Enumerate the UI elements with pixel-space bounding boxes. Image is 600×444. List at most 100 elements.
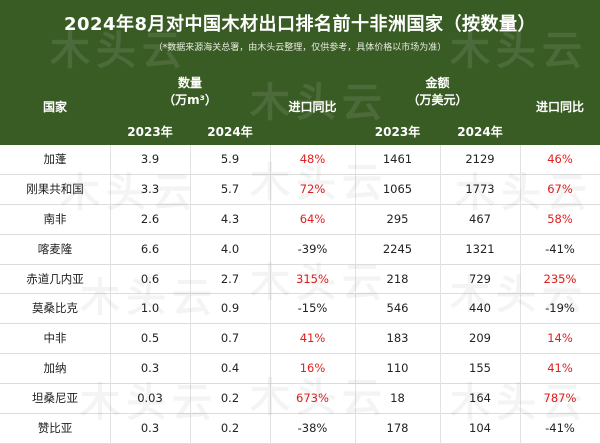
table-row: 中非 0.5 0.7 41% 183 209 14% xyxy=(0,324,600,355)
header-country: 国家 xyxy=(42,100,67,114)
cell-quantity-2024: 0.7 xyxy=(220,331,240,346)
cell-quantity-2023: 0.3 xyxy=(140,361,160,376)
cell-quantity-2023: 3.9 xyxy=(140,152,160,166)
cell-amount-2024: 209 xyxy=(469,331,491,346)
cell-amount-2024: 155 xyxy=(469,361,491,376)
cell-yoy-amount: 67% xyxy=(547,181,573,196)
cell-yoy-quantity: 48% xyxy=(299,152,326,166)
cell-amount-2023: 1065 xyxy=(382,181,413,196)
table-row: 赤道几内亚 0.6 2.7 315% 218 729 235% xyxy=(0,265,600,295)
header-yoy-quantity: 进口同比 xyxy=(288,100,337,114)
cell-quantity-2024: 0.2 xyxy=(220,421,240,436)
cell-amount-2023: 18 xyxy=(390,391,405,406)
cell-country: 赞比亚 xyxy=(37,421,73,436)
cell-amount-2024: 2129 xyxy=(465,152,495,166)
cell-yoy-quantity: 315% xyxy=(296,271,329,286)
header-amount: 金额 xyxy=(425,76,450,90)
page-title: 2024年8月对中国木材出口排名前十非洲国家（按数量） xyxy=(63,14,537,35)
table-row: 赞比亚 0.3 0.2 -38% 178 104 -41% xyxy=(0,414,600,444)
cell-yoy-quantity: -15% xyxy=(297,301,328,316)
cell-amount-2023: 178 xyxy=(386,421,409,436)
header-amount-2024: 2024年 xyxy=(457,125,503,139)
cell-yoy-quantity: 41% xyxy=(299,331,326,346)
header-quantity-2023: 2023年 xyxy=(127,125,173,139)
cell-country: 加蓬 xyxy=(43,152,67,166)
cell-quantity-2024: 0.2 xyxy=(220,391,240,406)
header-amount-2023: 2023年 xyxy=(374,125,421,139)
cell-amount-2023: 183 xyxy=(386,331,409,346)
cell-quantity-2023: 0.03 xyxy=(137,391,163,406)
cell-country: 坦桑尼亚 xyxy=(32,391,78,406)
cell-country: 莫桑比克 xyxy=(32,301,78,316)
cell-yoy-amount: -19% xyxy=(545,301,575,316)
cell-amount-2023: 1461 xyxy=(382,152,413,166)
cell-yoy-quantity: -38% xyxy=(297,421,328,436)
cell-amount-2024: 729 xyxy=(469,271,491,286)
cell-yoy-amount: 14% xyxy=(547,331,573,346)
table-row: 喀麦隆 6.6 4.0 -39% 2245 1321 -41% xyxy=(0,235,600,265)
cell-yoy-amount: 235% xyxy=(543,271,577,286)
header-yoy-amount: 进口同比 xyxy=(535,100,584,114)
cell-yoy-amount: 41% xyxy=(547,361,573,376)
table-row: 刚果共和国 3.3 5.7 72% 1065 1773 67% xyxy=(0,175,600,205)
cell-country: 中非 xyxy=(43,331,67,346)
cell-yoy-quantity: 16% xyxy=(299,361,326,376)
cell-quantity-2024: 4.3 xyxy=(220,211,240,226)
cell-yoy-quantity: 72% xyxy=(299,181,326,196)
cell-country: 刚果共和国 xyxy=(26,181,84,196)
cell-country: 喀麦隆 xyxy=(37,241,73,256)
cell-yoy-quantity: 64% xyxy=(299,211,326,226)
cell-yoy-amount: -41% xyxy=(545,241,575,256)
cell-amount-2023: 110 xyxy=(386,361,409,376)
cell-yoy-amount: -41% xyxy=(545,421,575,436)
cell-quantity-2023: 3.3 xyxy=(140,181,160,196)
cell-amount-2023: 2245 xyxy=(382,241,413,256)
header-quantity-unit: （万m³） xyxy=(163,93,217,107)
column-divider xyxy=(520,145,521,444)
cell-amount-2024: 467 xyxy=(469,211,491,226)
cell-amount-2023: 546 xyxy=(386,301,409,316)
cell-quantity-2024: 2.7 xyxy=(220,271,240,286)
cell-amount-2023: 295 xyxy=(386,211,409,226)
cell-amount-2024: 1321 xyxy=(465,241,495,256)
table-row: 加蓬 3.9 5.9 48% 1461 2129 46% xyxy=(0,145,600,175)
cell-yoy-quantity: 673% xyxy=(296,391,329,406)
data-source-note: （*数据来源海关总署，由木头云整理，仅供参考，具体价格以市场为准） xyxy=(153,43,447,53)
table-row: 加纳 0.3 0.4 16% 110 155 41% xyxy=(0,354,600,385)
cell-quantity-2023: 0.5 xyxy=(140,331,160,346)
data-table-body: 加蓬 3.9 5.9 48% 1461 2129 46% 刚果共和国 3.3 5.7 72% 1065… xyxy=(0,145,600,444)
cell-amount-2024: 164 xyxy=(469,391,491,406)
cell-quantity-2023: 0.6 xyxy=(140,271,160,286)
cell-quantity-2024: 4.0 xyxy=(220,241,240,256)
cell-yoy-amount: 58% xyxy=(547,211,573,226)
header-amount-unit: （万美元） xyxy=(407,93,468,107)
header-quantity-2024: 2024年 xyxy=(207,125,253,139)
table-row: 南非 2.6 4.3 64% 295 467 58% xyxy=(0,205,600,235)
cell-quantity-2024: 0.9 xyxy=(220,301,240,316)
cell-amount-2024: 104 xyxy=(469,421,491,436)
column-divider xyxy=(110,145,111,444)
header-quantity: 数量 xyxy=(177,76,202,90)
cell-quantity-2024: 5.9 xyxy=(220,152,240,166)
cell-quantity-2023: 2.6 xyxy=(140,211,160,226)
cell-quantity-2024: 5.7 xyxy=(220,181,240,196)
column-divider xyxy=(190,145,191,444)
table-row: 坦桑尼亚 0.03 0.2 673% 18 164 787% xyxy=(0,384,600,415)
column-divider xyxy=(440,145,441,444)
cell-amount-2024: 1773 xyxy=(465,181,495,196)
table-row: 莫桑比克 1.0 0.9 -15% 546 440 -19% xyxy=(0,294,600,325)
cell-quantity-2024: 0.4 xyxy=(220,361,240,376)
cell-quantity-2023: 0.3 xyxy=(140,421,160,436)
table-header: 木头云 木头云 木头云 2024年8月对中国木材出口排名前十非洲国家（按数量） … xyxy=(0,0,600,145)
cell-country: 南非 xyxy=(43,211,67,226)
cell-amount-2024: 440 xyxy=(469,301,491,316)
column-divider xyxy=(270,145,271,444)
cell-yoy-amount: 46% xyxy=(547,152,573,166)
column-divider xyxy=(355,145,356,444)
cell-country: 加纳 xyxy=(43,361,67,376)
cell-quantity-2023: 1.0 xyxy=(140,301,160,316)
cell-amount-2023: 218 xyxy=(386,271,409,286)
cell-country: 赤道几内亚 xyxy=(26,271,84,286)
cell-yoy-amount: 787% xyxy=(543,391,577,406)
